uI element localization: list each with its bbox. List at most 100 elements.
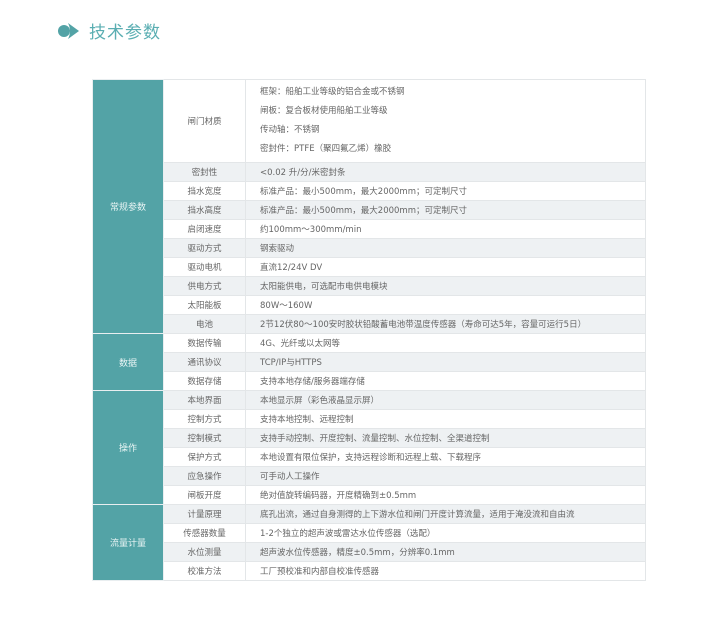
spec-label: 太阳能板 xyxy=(163,295,246,315)
spec-value-line: 80W～160W xyxy=(260,301,313,311)
spec-label: 控制模式 xyxy=(163,428,246,448)
category-cell: 数据 xyxy=(92,333,164,391)
table-row: 流量计量 计量原理 底孔出流，通过自身测得的上下游水位和闸门开度计算流量，适用于淹没… xyxy=(92,504,646,581)
spec-value: 2节12伏80～100安时胶状铅酸蓄电池带温度传感器（寿命可达5年，容量可运行5… xyxy=(245,314,646,334)
spec-value: 本地显示屏（彩色液晶显示屏） xyxy=(245,390,646,410)
table-row: 水位测量 超声波水位传感器，精度±0.5mm，分辨率0.1mm xyxy=(93,542,646,562)
spec-value: 直流12/24V DV xyxy=(245,257,646,277)
table-row: 挡水宽度 标准产品：最小500mm，最大2000mm；可定制尺寸 xyxy=(93,181,646,201)
spec-value-line: <0.02 升/分/米密封条 xyxy=(260,168,346,178)
spec-value-line: 超声波水位传感器，精度±0.5mm，分辨率0.1mm xyxy=(260,548,455,558)
spec-value-line: 1-2个独立的超声波或雷达水位传感器（选配） xyxy=(260,529,436,539)
table-row: 控制模式 支持手动控制、开度控制、流量控制、水位控制、全渠道控制 xyxy=(93,428,646,448)
spec-value-line: 传动轴：不锈钢 xyxy=(260,125,320,135)
spec-label: 数据存储 xyxy=(163,371,246,391)
spec-value: 支持本地存储/服务器端存储 xyxy=(245,371,646,391)
spec-label: 水位测量 xyxy=(163,542,246,562)
table-row: 启闭速度 约100mm～300mm/min xyxy=(93,219,646,239)
spec-value: 钢索驱动 xyxy=(245,238,646,258)
spec-value: 可手动人工操作 xyxy=(245,466,646,486)
spec-value-line: 标准产品：最小500mm，最大2000mm；可定制尺寸 xyxy=(260,206,467,216)
spec-value: 80W～160W xyxy=(245,295,646,315)
spec-label: 本地界面 xyxy=(163,390,246,410)
spec-value-line: TCP/IP与HTTPS xyxy=(260,358,322,368)
category-cell: 流量计量 xyxy=(92,504,164,581)
spec-table: 常规参数 闸门材质 框架：船舶工业等级的铝合金或不锈钢 闸板：复合板材使用船舶工业等级… xyxy=(92,79,646,581)
spec-value-line: 钢索驱动 xyxy=(260,244,295,254)
spec-value-line: 本地设置有限位保护，支持远程诊断和远程上载、下载程序 xyxy=(260,453,482,463)
spec-value: 支持本地控制、远程控制 xyxy=(245,409,646,429)
table-row: 应急操作 可手动人工操作 xyxy=(93,466,646,486)
spec-value-line: 支持本地存储/服务器端存储 xyxy=(260,377,365,387)
spec-value: 底孔出流，通过自身测得的上下游水位和闸门开度计算流量，适用于淹没流和自由流 xyxy=(245,504,646,524)
spec-value: 支持手动控制、开度控制、流量控制、水位控制、全渠道控制 xyxy=(245,428,646,448)
category-cell: 常规参数 xyxy=(92,79,164,334)
table-row: 挡水高度 标准产品：最小500mm，最大2000mm；可定制尺寸 xyxy=(93,200,646,220)
spec-value: 本地设置有限位保护，支持远程诊断和远程上载、下载程序 xyxy=(245,447,646,467)
spec-value: 4G、光纤或以太网等 xyxy=(245,333,646,353)
spec-label: 电池 xyxy=(163,314,246,334)
spec-label: 计量原理 xyxy=(163,504,246,524)
table-row: 控制方式 支持本地控制、远程控制 xyxy=(93,409,646,429)
table-row: 传感器数量 1-2个独立的超声波或雷达水位传感器（选配） xyxy=(93,523,646,543)
spec-value: 1-2个独立的超声波或雷达水位传感器（选配） xyxy=(245,523,646,543)
spec-value-line: 本地显示屏（彩色液晶显示屏） xyxy=(260,396,380,406)
arrow-bullet-icon xyxy=(58,22,79,39)
table-row: 闸板开度 绝对值旋转编码器，开度精确到±0.5mm xyxy=(93,485,646,505)
spec-label: 数据传输 xyxy=(163,333,246,353)
spec-label: 应急操作 xyxy=(163,466,246,486)
spec-value-line: 支持手动控制、开度控制、流量控制、水位控制、全渠道控制 xyxy=(260,434,490,444)
spec-value-line: 底孔出流，通过自身测得的上下游水位和闸门开度计算流量，适用于淹没流和自由流 xyxy=(260,510,575,520)
spec-label: 密封性 xyxy=(163,162,246,182)
spec-label: 供电方式 xyxy=(163,276,246,296)
spec-label: 校准方法 xyxy=(163,561,246,581)
spec-value: 工厂预校准和内部自校准传感器 xyxy=(245,561,646,581)
spec-label: 启闭速度 xyxy=(163,219,246,239)
table-row: 数据存储 支持本地存储/服务器端存储 xyxy=(93,371,646,391)
spec-value-line: 标准产品：最小500mm，最大2000mm；可定制尺寸 xyxy=(260,187,467,197)
spec-value-line: 太阳能供电，可选配市电供电模块 xyxy=(260,282,388,292)
spec-value: 绝对值旋转编码器，开度精确到±0.5mm xyxy=(245,485,646,505)
table-row: 太阳能板 80W～160W xyxy=(93,295,646,315)
spec-value-line: 框架：船舶工业等级的铝合金或不锈钢 xyxy=(260,87,405,97)
spec-value: 约100mm～300mm/min xyxy=(245,219,646,239)
spec-value: 标准产品：最小500mm，最大2000mm；可定制尺寸 xyxy=(245,181,646,201)
spec-value: <0.02 升/分/米密封条 xyxy=(245,162,646,182)
table-row: 常规参数 闸门材质 框架：船舶工业等级的铝合金或不锈钢 闸板：复合板材使用船舶工业等级… xyxy=(92,79,646,334)
spec-label: 驱动电机 xyxy=(163,257,246,277)
spec-value-line: 可手动人工操作 xyxy=(260,472,320,482)
spec-label: 挡水宽度 xyxy=(163,181,246,201)
spec-value: 标准产品：最小500mm，最大2000mm；可定制尺寸 xyxy=(245,200,646,220)
table-row: 数据 数据传输 4G、光纤或以太网等 xyxy=(92,333,646,391)
section-header: 技术参数 xyxy=(57,18,161,43)
section-title: 技术参数 xyxy=(89,23,161,43)
table-row: 操作 本地界面 本地显示屏（彩色液晶显示屏） xyxy=(92,390,646,505)
table-row: 保护方式 本地设置有限位保护，支持远程诊断和远程上载、下载程序 xyxy=(93,447,646,467)
spec-label: 闸板开度 xyxy=(163,485,246,505)
spec-value-line: 2节12伏80～100安时胶状铅酸蓄电池带温度传感器（寿命可达5年，容量可运行5… xyxy=(260,320,587,330)
spec-value-line: 支持本地控制、远程控制 xyxy=(260,415,354,425)
table-row: 驱动方式 钢索驱动 xyxy=(93,238,646,258)
spec-value-line: 4G、光纤或以太网等 xyxy=(260,339,340,349)
spec-label: 保护方式 xyxy=(163,447,246,467)
category-cell: 操作 xyxy=(92,390,164,505)
table-row: 校准方法 工厂预校准和内部自校准传感器 xyxy=(93,561,646,581)
spec-value-line: 绝对值旋转编码器，开度精确到±0.5mm xyxy=(260,491,417,501)
table-row: 供电方式 太阳能供电，可选配市电供电模块 xyxy=(93,276,646,296)
spec-label: 挡水高度 xyxy=(163,200,246,220)
spec-label: 控制方式 xyxy=(163,409,246,429)
table-row: 密封性 <0.02 升/分/米密封条 xyxy=(93,162,646,182)
spec-value-line: 闸板：复合板材使用船舶工业等级 xyxy=(260,106,388,116)
table-row: 通讯协议 TCP/IP与HTTPS xyxy=(93,352,646,372)
spec-label: 通讯协议 xyxy=(163,352,246,372)
spec-label: 传感器数量 xyxy=(163,523,246,543)
spec-value: TCP/IP与HTTPS xyxy=(245,352,646,372)
spec-value-line: 密封件：PTFE（聚四氟乙烯）橡胶 xyxy=(260,144,392,154)
spec-value-line: 约100mm～300mm/min xyxy=(260,225,362,235)
spec-value: 太阳能供电，可选配市电供电模块 xyxy=(245,276,646,296)
spec-value: 超声波水位传感器，精度±0.5mm，分辨率0.1mm xyxy=(245,542,646,562)
spec-value-line: 直流12/24V DV xyxy=(260,263,323,273)
spec-label: 驱动方式 xyxy=(163,238,246,258)
spec-value-line: 工厂预校准和内部自校准传感器 xyxy=(260,567,380,577)
table-row: 电池 2节12伏80～100安时胶状铅酸蓄电池带温度传感器（寿命可达5年，容量可运… xyxy=(93,314,646,334)
